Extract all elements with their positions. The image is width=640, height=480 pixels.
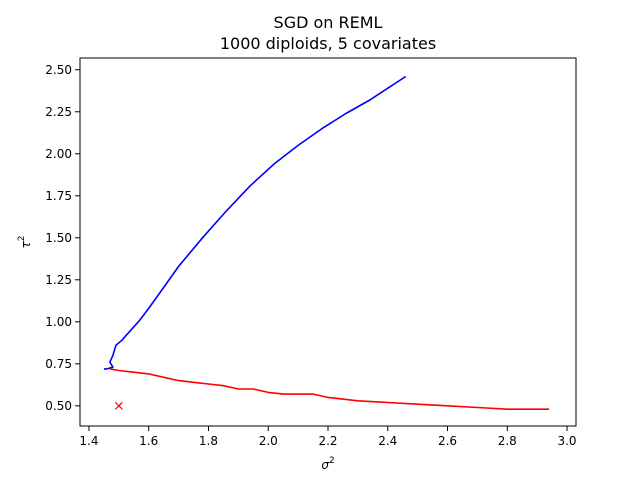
x-tick-label: 1.4 [79,434,98,448]
y-axis-label: τ2 [17,236,33,249]
y-tick-label: 2.00 [45,147,72,161]
x-tick-label: 1.8 [199,434,218,448]
y-tick-label: 1.75 [45,189,72,203]
chart-subtitle: 1000 diploids, 5 covariates [220,34,436,53]
x-axis-label-symbol: σ [321,458,329,472]
x-tick-label: 2.4 [378,434,397,448]
x-tick-label: 1.6 [139,434,158,448]
x-tick-label: 2.2 [318,434,337,448]
x-axis-label: σ2 [321,456,334,472]
x-axis-label-superscript: 2 [329,456,335,466]
y-axis-label-superscript: 2 [17,236,27,242]
x-tick-label: 2.0 [259,434,278,448]
x-tick-label: 3.0 [557,434,576,448]
y-tick-label: 2.25 [45,105,72,119]
y-tick-label: 0.50 [45,399,72,413]
x-tick-label: 2.8 [498,434,517,448]
y-axis-ticks: 0.50 0.75 1.00 1.25 1.50 1.75 2.00 2.25 2.50 [45,63,80,413]
y-axis-label-symbol: τ [19,240,33,248]
x-tick-label: 2.6 [438,434,457,448]
x-marker-0 [114,401,123,410]
series-line-0 [103,75,407,370]
plot-content [103,75,550,411]
series-line-1 [109,368,550,411]
y-tick-label: 1.25 [45,273,72,287]
x-axis-ticks: 1.4 1.6 1.8 2.0 2.2 2.4 2.6 2.8 3.0 [79,426,577,448]
x-marker-stroke [114,401,123,410]
y-tick-label: 0.75 [45,357,72,371]
chart-title: SGD on REML [274,13,383,32]
y-tick-label: 1.00 [45,315,72,329]
y-tick-label: 1.50 [45,231,72,245]
y-tick-label: 2.50 [45,63,72,77]
